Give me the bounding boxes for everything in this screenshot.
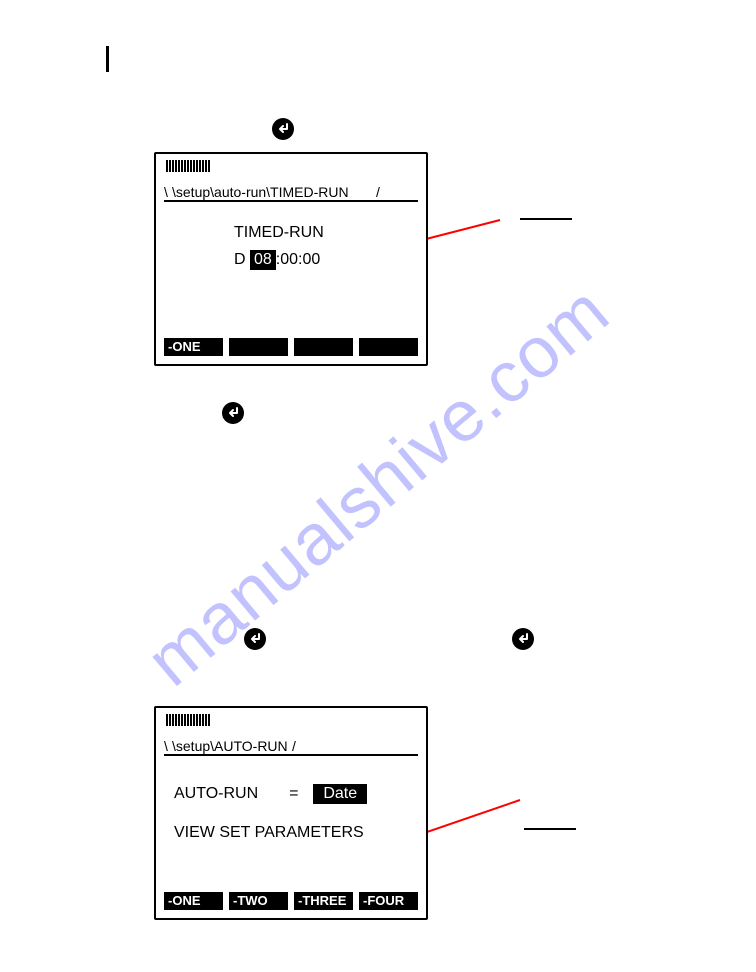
time-value-row: D 08:00:00 xyxy=(234,250,320,270)
softkey-blank[interactable] xyxy=(294,338,353,356)
breadcrumb: \setup\AUTO-RUN xyxy=(172,738,288,754)
enter-icon xyxy=(272,118,294,140)
softkey-row: -ONE xyxy=(164,338,418,356)
barcode-icon xyxy=(166,160,210,172)
annotation-line xyxy=(520,218,572,220)
softkey-blank[interactable] xyxy=(359,338,418,356)
page: manualshive.com \ \set xyxy=(0,0,756,972)
softkey-three[interactable]: -THREE xyxy=(294,892,353,910)
time-hours-highlight[interactable]: 08 xyxy=(250,250,276,270)
barcode-icon xyxy=(166,714,210,726)
auto-run-value[interactable]: Date xyxy=(313,784,367,804)
softkey-two[interactable]: -TWO xyxy=(229,892,288,910)
softkey-one[interactable]: -ONE xyxy=(164,338,223,356)
breadcrumb: \setup\auto-run\TIMED-RUN xyxy=(172,184,349,200)
softkey-four[interactable]: -FOUR xyxy=(359,892,418,910)
time-prefix: D xyxy=(234,251,250,268)
enter-icon xyxy=(222,402,244,424)
softkey-one[interactable]: -ONE xyxy=(164,892,223,910)
enter-icon xyxy=(244,628,266,650)
enter-icon xyxy=(512,628,534,650)
auto-run-label: AUTO-RUN xyxy=(174,785,258,802)
softkey-row: -ONE -TWO -THREE -FOUR xyxy=(164,892,418,910)
equals-sign: = xyxy=(289,785,298,802)
device-screen-timed-run: \ \setup\auto-run\TIMED-RUN / TIMED-RUN … xyxy=(154,152,428,366)
breadcrumb-bar: \ \setup\auto-run\TIMED-RUN / xyxy=(164,176,418,202)
auto-run-row: AUTO-RUN = Date xyxy=(174,784,367,804)
softkey-blank[interactable] xyxy=(229,338,288,356)
screen-title: TIMED-RUN xyxy=(234,224,324,242)
annotation-line xyxy=(524,828,576,830)
time-rest: :00:00 xyxy=(276,251,320,268)
device-screen-auto-run: \ \setup\AUTO-RUN / AUTO-RUN = Date VIEW… xyxy=(154,706,428,920)
breadcrumb-bar: \ \setup\AUTO-RUN / xyxy=(164,730,418,756)
view-set-parameters: VIEW SET PARAMETERS xyxy=(174,824,364,842)
text-cursor xyxy=(106,46,109,72)
